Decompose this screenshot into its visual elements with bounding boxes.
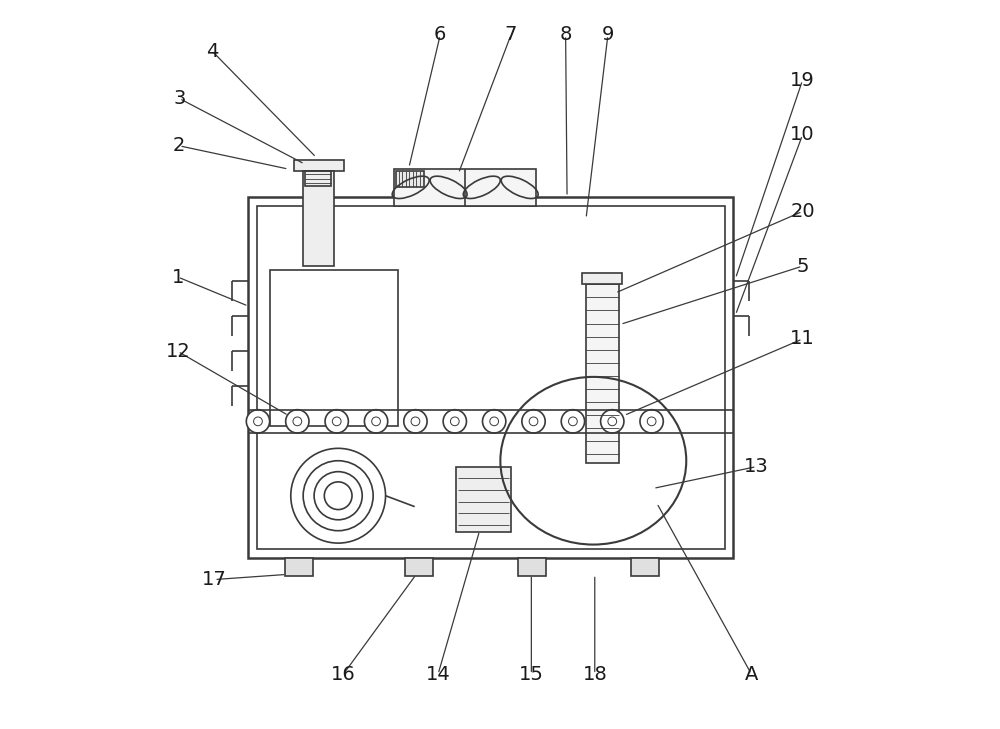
Circle shape (443, 410, 466, 433)
Text: 9: 9 (602, 26, 614, 44)
Circle shape (483, 410, 506, 433)
Circle shape (411, 417, 420, 426)
Text: 16: 16 (331, 665, 356, 684)
Text: 14: 14 (426, 665, 450, 684)
Bar (257, 206, 725, 549)
Circle shape (246, 410, 270, 433)
Text: 5: 5 (796, 257, 809, 276)
Text: 20: 20 (790, 202, 815, 221)
Circle shape (293, 417, 302, 426)
Text: 3: 3 (173, 89, 185, 108)
Text: 4: 4 (206, 42, 218, 61)
Circle shape (647, 417, 656, 426)
Bar (582, 273, 622, 284)
Circle shape (286, 410, 309, 433)
Bar (248, 197, 733, 558)
Circle shape (372, 417, 380, 426)
Bar (270, 270, 398, 426)
Text: 13: 13 (744, 457, 769, 476)
Circle shape (364, 410, 388, 433)
Circle shape (640, 410, 663, 433)
Circle shape (254, 417, 262, 426)
Bar (396, 171, 424, 187)
Text: 2: 2 (173, 136, 185, 155)
Circle shape (450, 417, 459, 426)
Circle shape (404, 410, 427, 433)
Bar (456, 467, 511, 532)
Text: 7: 7 (505, 26, 517, 44)
Circle shape (561, 410, 585, 433)
Circle shape (332, 417, 341, 426)
Text: 18: 18 (582, 665, 607, 684)
Circle shape (608, 417, 617, 426)
Bar (305, 171, 331, 186)
Circle shape (490, 417, 499, 426)
Text: 15: 15 (519, 665, 544, 684)
Circle shape (601, 410, 624, 433)
Bar (631, 558, 659, 576)
Bar (394, 169, 536, 206)
Bar (285, 558, 313, 576)
Circle shape (325, 410, 348, 433)
Bar (303, 171, 334, 266)
Circle shape (529, 417, 538, 426)
Text: 6: 6 (434, 26, 446, 44)
Text: 8: 8 (559, 26, 572, 44)
Text: 19: 19 (790, 71, 815, 90)
Text: 10: 10 (790, 125, 815, 144)
Bar (518, 558, 546, 576)
Bar (294, 160, 344, 171)
Circle shape (569, 417, 577, 426)
Circle shape (522, 410, 545, 433)
Text: 1: 1 (172, 268, 184, 286)
Text: A: A (745, 665, 758, 684)
Text: 12: 12 (165, 342, 190, 361)
Bar (405, 558, 433, 576)
Text: 17: 17 (202, 570, 227, 589)
Text: 11: 11 (790, 330, 815, 348)
Bar (586, 284, 619, 463)
